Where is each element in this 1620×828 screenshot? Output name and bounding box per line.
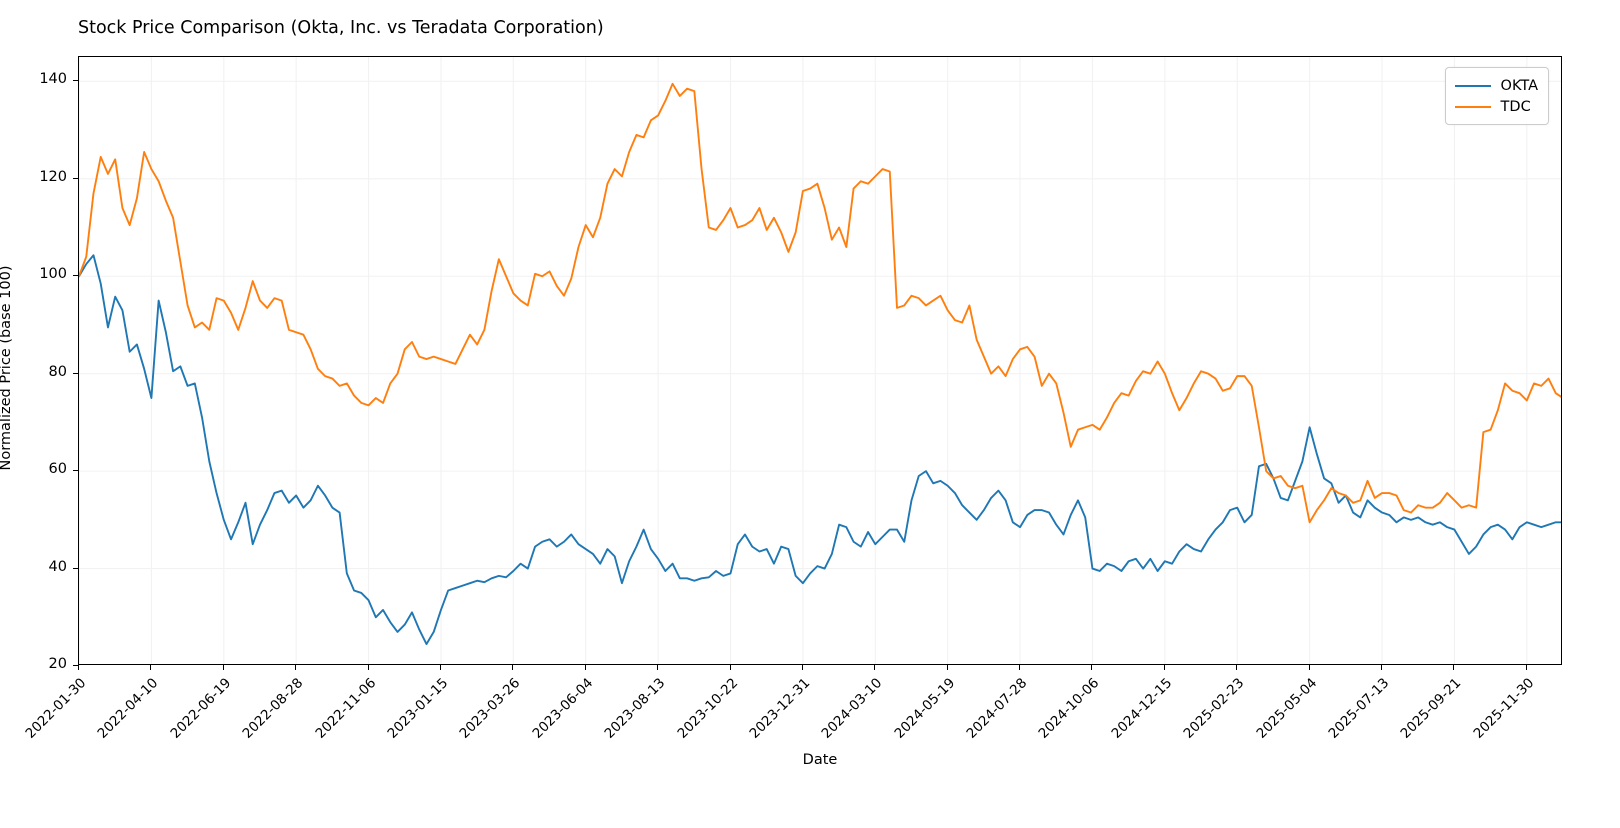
legend-item-okta[interactable]: OKTA xyxy=(1454,75,1538,96)
x-tick-mark xyxy=(1236,665,1238,670)
y-tick-mark xyxy=(73,275,78,277)
y-tick-mark xyxy=(73,665,78,666)
x-axis-label: Date xyxy=(802,752,838,768)
x-tick-mark xyxy=(367,665,369,670)
legend-swatch-okta xyxy=(1454,84,1491,87)
legend-label-okta: OKTA xyxy=(1500,77,1538,94)
plot-svg xyxy=(79,57,1561,664)
y-tick-mark xyxy=(73,80,78,82)
y-tick-label: 100 xyxy=(39,266,67,283)
x-tick-mark xyxy=(584,665,586,670)
x-tick-mark xyxy=(1453,665,1455,670)
x-tick-mark xyxy=(1163,665,1165,670)
y-tick-label: 140 xyxy=(39,71,67,88)
y-tick-mark xyxy=(73,177,78,179)
x-tick-mark xyxy=(222,665,224,670)
y-tick-label: 60 xyxy=(48,461,67,478)
x-tick-mark xyxy=(1091,665,1093,670)
line-series-tdc xyxy=(79,82,1561,524)
y-tick-mark xyxy=(73,372,78,374)
x-tick-mark xyxy=(801,665,803,670)
plot-area: OKTA TDC xyxy=(78,56,1562,665)
x-tick-mark xyxy=(874,665,876,670)
x-tick-mark xyxy=(946,665,948,670)
legend-swatch-tdc xyxy=(1454,105,1491,108)
x-tick-mark xyxy=(1525,665,1527,670)
x-tick-mark xyxy=(1019,665,1021,670)
x-tick-mark xyxy=(1381,665,1383,670)
y-tick-label: 40 xyxy=(48,558,67,575)
x-tick-mark xyxy=(150,665,152,670)
y-tick-label: 20 xyxy=(48,656,67,672)
legend-item-tdc[interactable]: TDC xyxy=(1454,96,1538,117)
x-tick-mark xyxy=(439,665,441,670)
x-tick-mark xyxy=(78,665,79,670)
x-tick-mark xyxy=(295,665,297,670)
chart-legend: OKTA TDC xyxy=(1444,67,1549,125)
x-tick-mark xyxy=(1308,665,1310,670)
x-tick-mark xyxy=(729,665,731,670)
y-tick-label: 80 xyxy=(48,363,67,380)
y-tick-label: 120 xyxy=(39,168,67,185)
x-tick-mark xyxy=(657,665,659,670)
x-tick-mark xyxy=(512,665,514,670)
y-tick-mark xyxy=(73,567,78,569)
legend-label-tdc: TDC xyxy=(1500,98,1531,115)
y-tick-mark xyxy=(73,470,78,472)
line-series-okta xyxy=(79,254,1561,646)
chart-title: Stock Price Comparison (Okta, Inc. vs Te… xyxy=(78,18,604,38)
